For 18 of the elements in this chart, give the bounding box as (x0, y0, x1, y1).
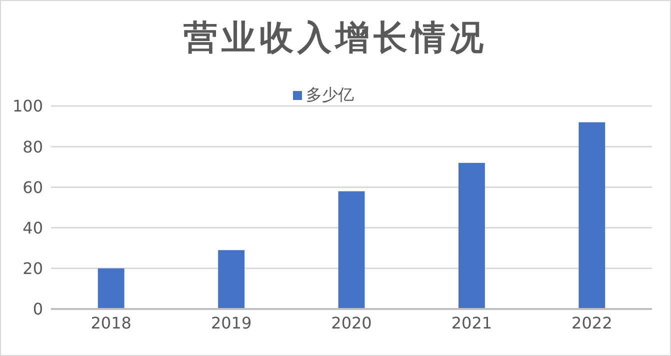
x-tick-label: 2020 (331, 313, 372, 332)
y-tick-label: 100 (12, 96, 43, 116)
x-tick-label: 2019 (210, 313, 252, 332)
x-tick-label: 2018 (90, 313, 132, 332)
bar (218, 250, 245, 309)
bar (98, 268, 124, 309)
bar (458, 162, 485, 309)
bar (338, 191, 365, 309)
legend-label: 多少亿 (306, 85, 354, 104)
y-tick-label: 60 (22, 178, 43, 197)
y-tick-label: 20 (22, 259, 43, 278)
y-tick-label: 40 (22, 218, 43, 238)
y-tick-label: 80 (22, 137, 43, 156)
x-tick-label: 2021 (451, 313, 492, 332)
x-tick-label: 2022 (572, 313, 612, 332)
chart-title: 营业收入增长情况 (182, 17, 488, 60)
y-tick-label: 0 (32, 300, 43, 319)
bar (578, 122, 606, 309)
